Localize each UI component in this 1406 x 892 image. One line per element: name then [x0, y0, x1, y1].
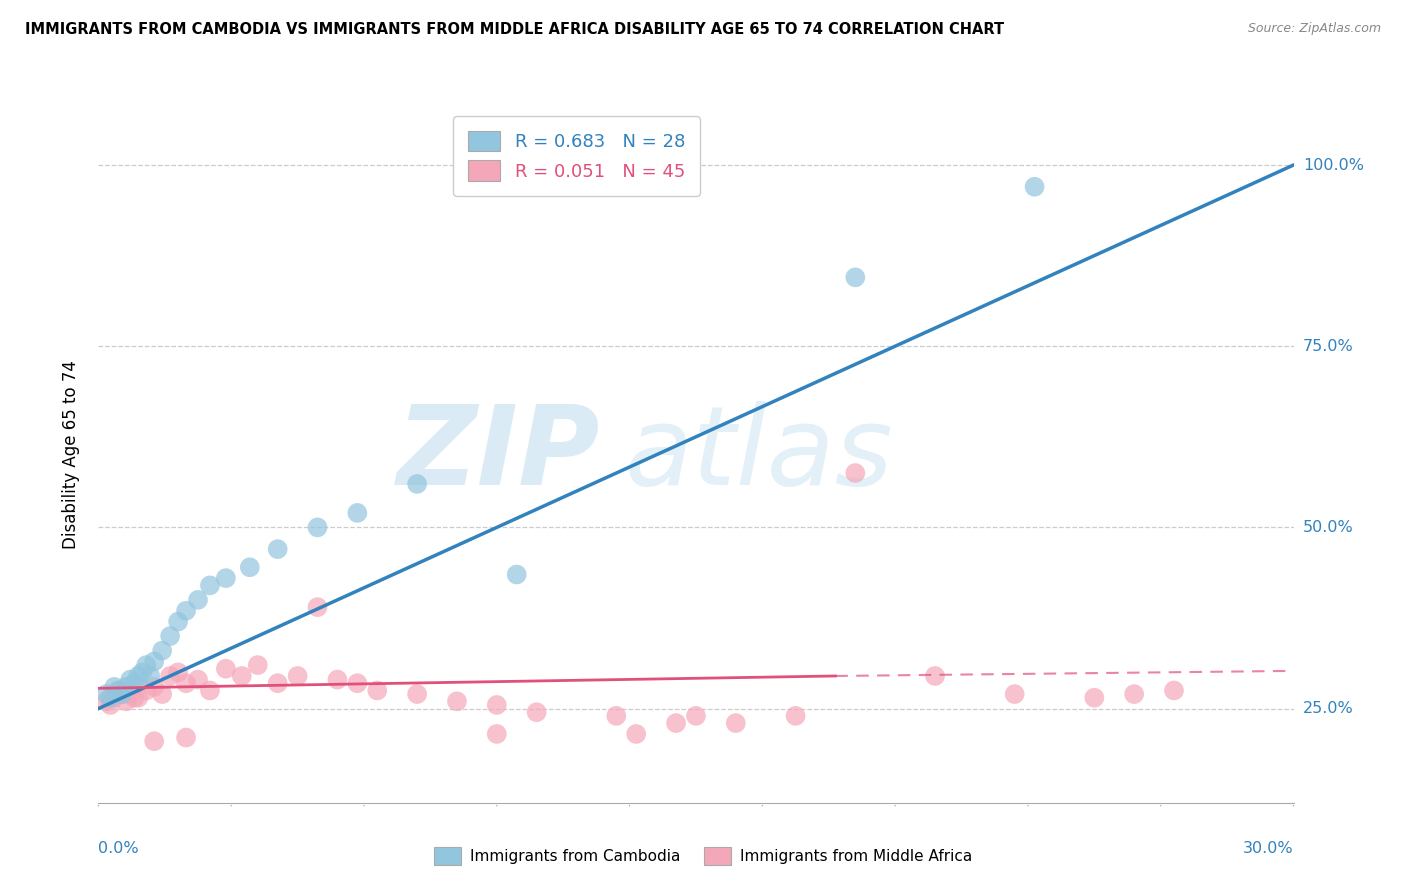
Point: [150, 687, 173, 701]
Legend: R = 0.683   N = 28, R = 0.051   N = 45: R = 0.683 N = 28, R = 0.051 N = 45: [453, 116, 700, 195]
Point: [127, 690, 149, 705]
Point: [267, 676, 290, 690]
Point: [127, 669, 149, 683]
Point: [924, 669, 946, 683]
Text: 100.0%: 100.0%: [1303, 158, 1364, 172]
Point: [120, 687, 142, 701]
Point: [198, 578, 221, 592]
Point: [135, 658, 157, 673]
Point: [107, 683, 129, 698]
Point: [115, 680, 138, 694]
Point: [724, 716, 747, 731]
Point: [115, 694, 138, 708]
Point: [346, 506, 368, 520]
Point: [239, 560, 262, 574]
Text: ZIP: ZIP: [396, 401, 600, 508]
Point: [143, 734, 166, 748]
Point: [844, 270, 866, 285]
Point: [120, 673, 142, 687]
Point: [150, 643, 173, 657]
Point: [506, 567, 529, 582]
Point: [526, 705, 548, 719]
Point: [485, 698, 508, 712]
Point: [167, 665, 190, 680]
Text: 75.0%: 75.0%: [1303, 339, 1354, 354]
Point: [174, 676, 197, 690]
Point: [406, 476, 429, 491]
Point: [1083, 690, 1105, 705]
Point: [246, 658, 269, 673]
Point: [107, 683, 129, 698]
Point: [215, 662, 238, 676]
Point: [844, 466, 866, 480]
Point: [187, 673, 209, 687]
Point: [174, 604, 197, 618]
Point: [143, 680, 166, 694]
Point: [159, 629, 181, 643]
Point: [1123, 687, 1146, 701]
Point: [1004, 687, 1026, 701]
Text: Source: ZipAtlas.com: Source: ZipAtlas.com: [1247, 22, 1381, 36]
Point: [198, 683, 221, 698]
Point: [605, 708, 627, 723]
Point: [103, 690, 125, 705]
Text: IMMIGRANTS FROM CAMBODIA VS IMMIGRANTS FROM MIDDLE AFRICA DISABILITY AGE 65 TO 7: IMMIGRANTS FROM CAMBODIA VS IMMIGRANTS F…: [25, 22, 1004, 37]
Text: 0.0%: 0.0%: [98, 841, 139, 856]
Point: [96, 694, 118, 708]
Point: [187, 592, 209, 607]
Point: [124, 676, 146, 690]
Point: [98, 698, 122, 712]
Point: [96, 687, 118, 701]
Point: [124, 690, 146, 705]
Point: [215, 571, 238, 585]
Point: [307, 520, 329, 534]
Point: [307, 600, 329, 615]
Legend: Immigrants from Cambodia, Immigrants from Middle Africa: Immigrants from Cambodia, Immigrants fro…: [427, 841, 979, 871]
Text: 30.0%: 30.0%: [1243, 841, 1294, 856]
Point: [135, 683, 157, 698]
Point: [131, 665, 153, 680]
Point: [98, 690, 122, 705]
Point: [485, 727, 508, 741]
Point: [326, 673, 349, 687]
Point: [346, 676, 368, 690]
Text: 50.0%: 50.0%: [1303, 520, 1354, 535]
Point: [267, 542, 290, 557]
Point: [406, 687, 429, 701]
Y-axis label: Disability Age 65 to 74: Disability Age 65 to 74: [62, 360, 80, 549]
Point: [139, 669, 162, 683]
Point: [231, 669, 253, 683]
Point: [685, 708, 707, 723]
Point: [287, 669, 309, 683]
Point: [626, 727, 648, 741]
Point: [446, 694, 468, 708]
Point: [785, 708, 807, 723]
Text: 25.0%: 25.0%: [1303, 701, 1354, 716]
Point: [167, 615, 190, 629]
Point: [366, 683, 388, 698]
Point: [174, 731, 197, 745]
Point: [1024, 179, 1046, 194]
Point: [1163, 683, 1185, 698]
Point: [103, 680, 125, 694]
Point: [159, 669, 181, 683]
Text: atlas: atlas: [624, 401, 893, 508]
Point: [111, 687, 134, 701]
Point: [665, 716, 688, 731]
Point: [111, 687, 134, 701]
Point: [143, 655, 166, 669]
